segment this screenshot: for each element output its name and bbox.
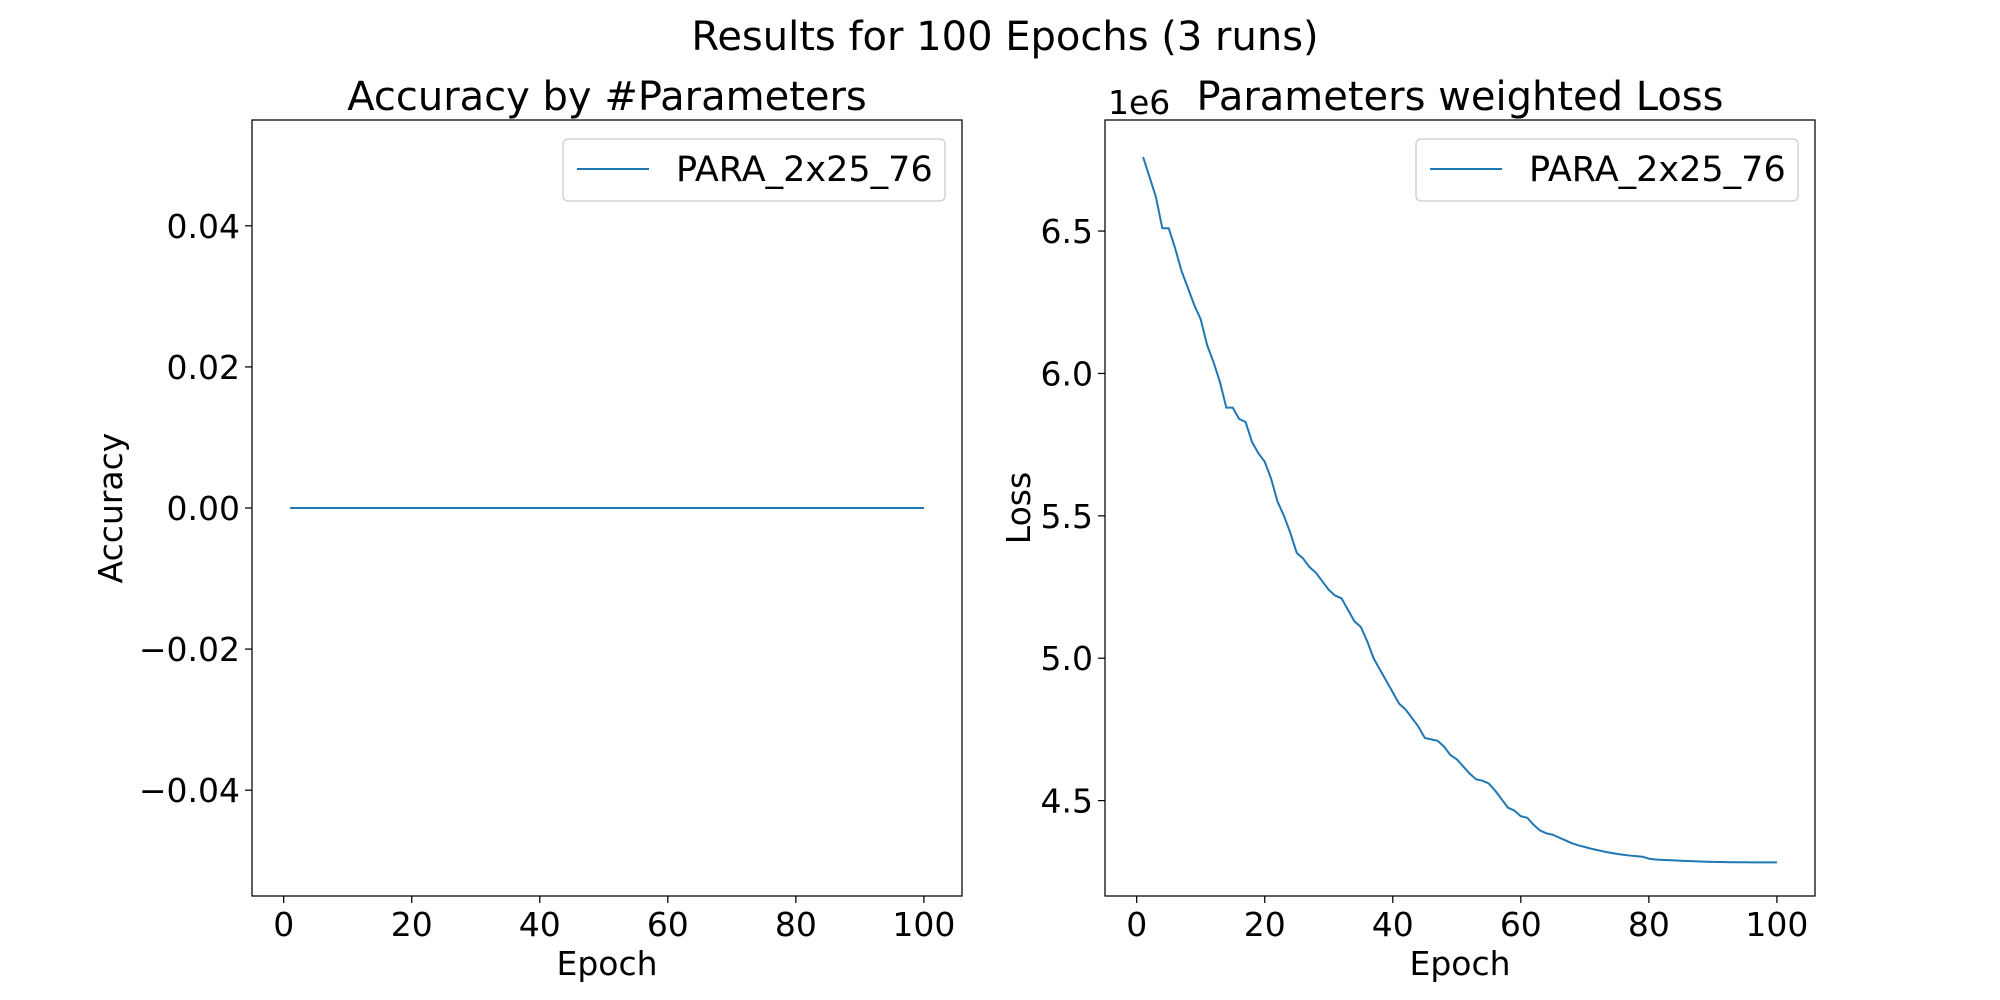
accuracy-subplot: Accuracy by #Parameters 0 20 40 60 80 100 −0.0… — [91, 74, 963, 983]
loss-legend-label: PARA_2x25_76 — [1529, 150, 1786, 190]
loss-y-axis-label: Loss — [999, 472, 1038, 544]
accuracy-x-tick-label: 60 — [647, 905, 689, 944]
accuracy-y-tick-label: −0.02 — [139, 630, 240, 669]
accuracy-y-tick-label: 0.02 — [167, 348, 240, 387]
loss-y-tick-label: 6.5 — [1041, 212, 1093, 251]
accuracy-legend: PARA_2x25_76 — [562, 138, 946, 202]
loss-chart-title: Parameters weighted Loss — [1197, 74, 1724, 120]
loss-legend: PARA_2x25_76 — [1415, 138, 1799, 202]
loss-series-line-0 — [1142, 156, 1777, 864]
accuracy-x-tick-label: 40 — [519, 905, 561, 944]
loss-y-tick-label: 6.0 — [1041, 354, 1093, 393]
loss-x-axis-label: Epoch — [1409, 944, 1510, 983]
loss-y-tick-label: 5.0 — [1041, 639, 1093, 678]
loss-x-tick-label: 0 — [1126, 905, 1147, 944]
accuracy-y-tick-label: 0.00 — [167, 489, 240, 528]
loss-axes-frame — [1104, 119, 1816, 897]
accuracy-chart-title: Accuracy by #Parameters — [347, 74, 867, 120]
loss-x-tick-label: 80 — [1628, 905, 1670, 944]
accuracy-x-tick-label: 0 — [273, 905, 294, 944]
loss-offset-text: 1e6 — [1108, 83, 1170, 122]
loss-subplot: Parameters weighted Loss 0 20 40 60 80 100 4.5… — [999, 74, 1816, 983]
accuracy-y-tick-label: 0.04 — [167, 207, 240, 246]
accuracy-ticks: 0 20 40 60 80 100 −0.04 −0.02 0.00 0.02 0.04 — [139, 207, 956, 944]
loss-x-tick-label: 100 — [1745, 905, 1808, 944]
loss-y-tick-label: 4.5 — [1041, 782, 1093, 821]
accuracy-x-tick-label: 100 — [892, 905, 955, 944]
loss-y-tick-label: 5.5 — [1041, 497, 1093, 536]
loss-x-tick-label: 20 — [1244, 905, 1286, 944]
figure-suptitle: Results for 100 Epochs (3 runs) — [691, 14, 1318, 60]
loss-legend-box — [1415, 138, 1799, 202]
accuracy-x-axis-label: Epoch — [556, 944, 657, 983]
loss-x-tick-label: 40 — [1372, 905, 1414, 944]
accuracy-x-tick-label: 80 — [775, 905, 817, 944]
accuracy-legend-label: PARA_2x25_76 — [676, 150, 933, 190]
loss-x-tick-label: 60 — [1500, 905, 1542, 944]
accuracy-axes-frame — [251, 119, 963, 897]
accuracy-legend-box — [562, 138, 946, 202]
accuracy-y-axis-label: Accuracy — [91, 433, 130, 584]
accuracy-x-tick-label: 20 — [391, 905, 433, 944]
accuracy-y-tick-label: −0.04 — [139, 771, 240, 810]
loss-ticks: 0 20 40 60 80 100 4.5 5.0 5.5 6.0 6.5 — [1041, 212, 1809, 944]
loss-series-lines — [1142, 156, 1777, 864]
